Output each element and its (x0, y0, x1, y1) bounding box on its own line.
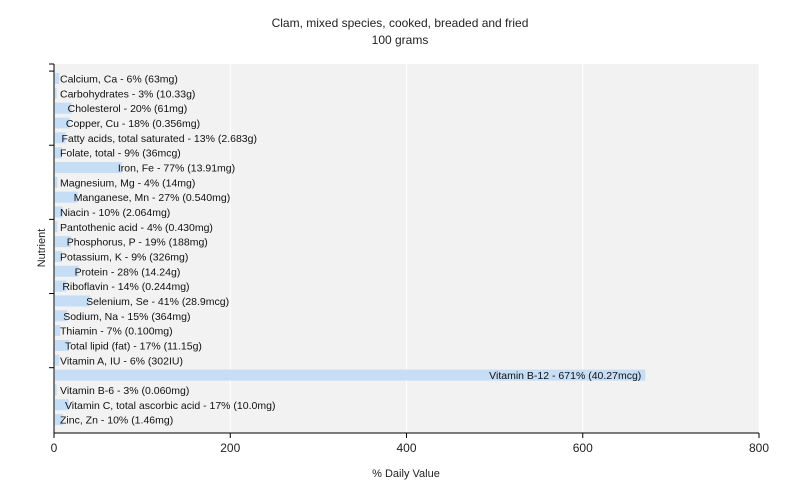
bar-label: Sodium, Na - 15% (364mg) (63, 311, 190, 323)
bar-label: Carbohydrates - 3% (10.33g) (60, 88, 195, 100)
bar-label: Vitamin C, total ascorbic acid - 17% (10… (65, 400, 275, 412)
x-tick-label: 0 (51, 441, 58, 455)
chart-title: Clam, mixed species, cooked, breaded and… (272, 16, 529, 30)
bar-labels: Calcium, Ca - 6% (63mg) Carbohydrates - 3… (60, 74, 641, 427)
bar-label: Cholesterol - 20% (61mg) (68, 103, 188, 115)
bar-label: Folate, total - 9% (36mcg) (60, 148, 181, 160)
bar-label: Iron, Fe - 77% (13.91mg) (118, 162, 235, 174)
bar (55, 191, 78, 203)
bar (55, 310, 68, 322)
bar-label: Protein - 28% (14.24g) (75, 266, 181, 278)
bar-label: Selenium, Se - 41% (28.9mcg) (86, 296, 229, 308)
bar (55, 295, 91, 307)
bar (55, 221, 58, 233)
x-tick-label: 600 (573, 441, 593, 455)
bar-label: Vitamin A, IU - 6% (302IU) (60, 355, 183, 367)
bar-label: Vitamin B-6 - 3% (0.060mg) (60, 385, 189, 397)
bar (55, 176, 58, 188)
bar (55, 354, 60, 366)
bar-label: Vitamin B-12 - 671% (40.27mcg) (489, 370, 641, 382)
bar (55, 384, 57, 396)
bar (55, 280, 67, 292)
bar (55, 73, 60, 84)
bars (55, 73, 646, 426)
bar-label: Magnesium, Mg - 4% (14mg) (60, 177, 195, 189)
axes: 0 200 400 600 800 (49, 63, 769, 455)
x-tick-label: 400 (396, 441, 416, 455)
bar (55, 325, 61, 337)
x-axis-label: % Daily Value (372, 468, 440, 480)
bar (55, 132, 66, 144)
bar (55, 102, 72, 114)
bar-label: Niacin - 10% (2.064mg) (60, 207, 170, 219)
bar (55, 206, 63, 218)
bar-label: Copper, Cu - 18% (0.356mg) (66, 118, 200, 130)
bar (55, 399, 69, 411)
bar (55, 414, 63, 426)
bar (55, 236, 71, 248)
bar (55, 117, 70, 129)
bar-label: Potassium, K - 9% (326mg) (60, 251, 188, 263)
bar (55, 369, 646, 381)
bar (55, 161, 122, 173)
bar-label: Phosphorus, P - 19% (188mg) (67, 237, 208, 249)
bar-label: Pantothenic acid - 4% (0.430mg) (60, 222, 213, 234)
bar-label: Thiamin - 7% (0.100mg) (60, 326, 173, 338)
bar-label: Calcium, Ca - 6% (63mg) (60, 74, 178, 86)
bar-label: Zinc, Zn - 10% (1.46mg) (60, 415, 173, 427)
bar (55, 265, 79, 277)
bar-label: Fatty acids, total saturated - 13% (2.68… (61, 133, 257, 145)
x-tick-label: 800 (749, 441, 769, 455)
bar (55, 147, 62, 159)
bar-label: Riboflavin - 14% (0.244mg) (62, 281, 189, 293)
bar-label: Manganese, Mn - 27% (0.540mg) (74, 192, 230, 204)
chart-subtitle: 100 grams (372, 33, 429, 47)
bar (55, 339, 69, 351)
bar-label: Total lipid (fat) - 17% (11.15g) (65, 340, 202, 352)
bar (55, 250, 62, 262)
y-axis-label: Nutrient (36, 229, 48, 268)
bar (55, 87, 57, 99)
x-tick-label: 200 (220, 441, 240, 455)
